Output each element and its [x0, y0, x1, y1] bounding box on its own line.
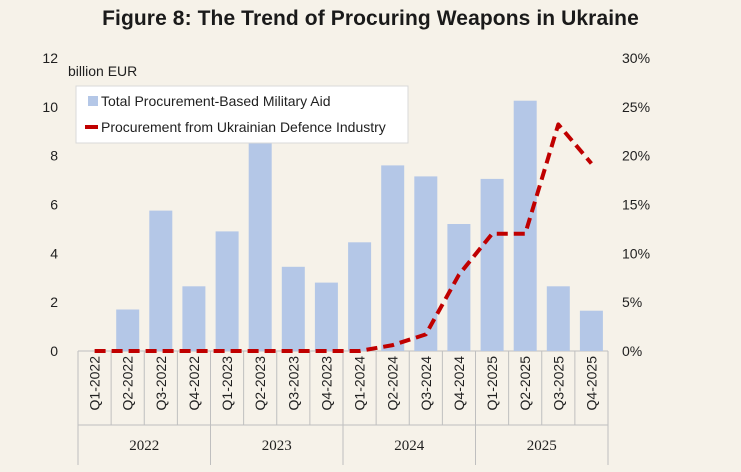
year-label-2023: 2023 [262, 438, 292, 454]
legend-bar-swatch [88, 96, 98, 106]
year-label-2025: 2025 [527, 438, 557, 454]
x-tick-label-Q3-2022: Q3-2022 [153, 356, 169, 411]
bar-Q4-2024 [447, 224, 471, 351]
y2-tick-label-3: 15% [622, 197, 650, 213]
x-tick-label-Q1-2022: Q1-2022 [87, 356, 103, 411]
bar-Q4-2022 [182, 286, 206, 351]
bars-layer [116, 100, 603, 351]
y2-tick-label-1: 5% [622, 294, 642, 310]
x-tick-label-Q4-2025: Q4-2025 [583, 356, 599, 411]
year-label-2024: 2024 [394, 438, 425, 454]
x-tick-label-Q3-2025: Q3-2025 [550, 356, 566, 411]
x-tick-label-Q4-2024: Q4-2024 [451, 356, 467, 411]
x-tick-label-Q1-2025: Q1-2025 [484, 356, 500, 411]
x-tick-label-Q2-2024: Q2-2024 [385, 356, 401, 411]
y-tick-label-12: 12 [42, 50, 58, 66]
x-tick-label-Q2-2025: Q2-2025 [517, 356, 533, 411]
legend-label-line: Procurement from Ukrainian Defence Indus… [101, 119, 386, 135]
bar-Q4-2023 [314, 282, 338, 351]
x-tick-label-Q3-2024: Q3-2024 [418, 356, 434, 411]
y-tick-label-6: 6 [50, 197, 58, 213]
y2-tick-label-4: 20% [622, 148, 650, 164]
bar-Q1-2024 [348, 242, 372, 351]
x-tick-label-Q2-2023: Q2-2023 [252, 356, 268, 411]
x-tick-label-Q1-2023: Q1-2023 [219, 356, 235, 411]
bar-Q2-2023 [248, 143, 272, 351]
y2-tick-label-5: 25% [622, 99, 650, 115]
y-tick-label-10: 10 [42, 99, 58, 115]
bar-Q2-2022 [116, 309, 140, 351]
legend-box [75, 85, 409, 144]
y-axis-unit-label: billion EUR [68, 63, 137, 79]
bar-Q1-2023 [215, 231, 239, 351]
year-label-2022: 2022 [129, 438, 159, 454]
y2-tick-label-6: 30% [622, 50, 650, 66]
bar-Q3-2024 [414, 176, 438, 351]
bar-Q3-2022 [149, 210, 173, 351]
y2-tick-label-0: 0% [622, 343, 642, 359]
y-tick-label-8: 8 [50, 148, 58, 164]
y-tick-label-0: 0 [50, 343, 58, 359]
y-tick-label-2: 2 [50, 294, 58, 310]
x-tick-label-Q4-2022: Q4-2022 [186, 356, 202, 411]
axes-layer: 0 2 4 6 8 10 12 0% 5% 10% 15% 20% 25% 30% Q1-2022 Q2-20… [42, 50, 650, 465]
x-tick-label-Q2-2022: Q2-2022 [120, 356, 136, 411]
x-tick-label-Q3-2023: Q3-2023 [285, 356, 301, 411]
chart-title: Figure 8: The Trend of Procuring Weapons… [102, 7, 639, 30]
legend-label-bars: Total Procurement-Based Military Aid [101, 93, 331, 109]
bar-Q1-2025 [480, 178, 504, 351]
x-tick-label-Q4-2023: Q4-2023 [318, 356, 334, 411]
bar-Q2-2025 [513, 100, 537, 351]
y2-tick-label-2: 10% [622, 245, 650, 261]
line-layer [94, 122, 593, 353]
bar-Q3-2023 [281, 266, 305, 351]
bar-Q2-2024 [381, 165, 405, 351]
line-procurement-ukrainian-industry [94, 122, 593, 353]
legend: Total Procurement-Based Military Aid Pro… [75, 85, 409, 144]
bar-Q3-2025 [546, 286, 570, 351]
y-tick-label-4: 4 [50, 245, 58, 261]
bar-Q4-2025 [579, 310, 603, 351]
x-tick-label-Q1-2024: Q1-2024 [352, 356, 368, 411]
